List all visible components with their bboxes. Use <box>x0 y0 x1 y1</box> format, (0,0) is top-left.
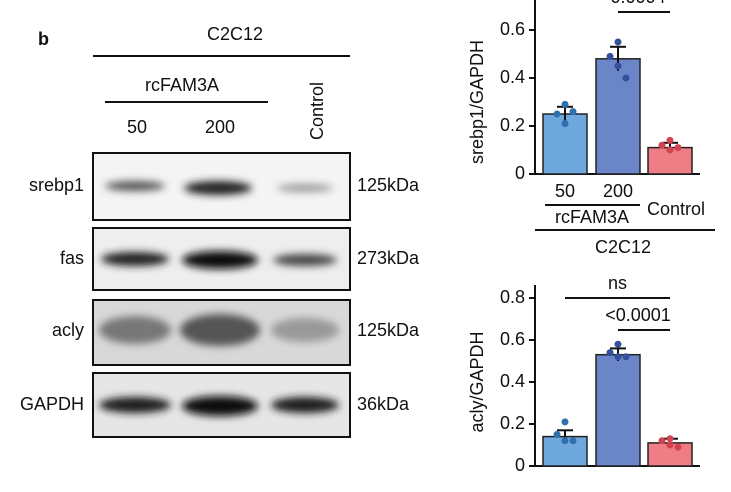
data-point <box>674 443 682 451</box>
treatment: rcFAM3A <box>145 75 219 95</box>
size-label: 36kDa <box>357 394 410 414</box>
y-tick-label: 0.6 <box>500 19 525 39</box>
lane-label: 50 <box>127 117 147 137</box>
cell-line: C2C12 <box>207 24 263 44</box>
y-axis-label: acly/GAPDH <box>467 331 487 432</box>
protein-label: srebp1 <box>29 175 84 195</box>
data-point <box>561 437 569 445</box>
size-label: 125kDa <box>357 175 420 195</box>
cell-line-label: C2C12 <box>595 237 651 257</box>
comparison-label: 0.0004 <box>610 0 665 7</box>
lane-label: 200 <box>205 117 235 137</box>
blot-gapdh <box>92 372 351 438</box>
comparison-label: <0.0001 <box>605 305 671 325</box>
size-label: 273kDa <box>357 248 420 268</box>
data-point <box>569 108 577 116</box>
data-point <box>614 62 622 70</box>
data-point <box>606 52 614 60</box>
data-point <box>614 353 622 361</box>
comparison-label: ns <box>608 273 627 293</box>
data-point <box>666 146 674 154</box>
data-point <box>561 418 569 426</box>
data-point <box>569 437 577 445</box>
y-tick-label: 0 <box>515 455 525 475</box>
blot-fas <box>92 227 351 291</box>
protein-label: fas <box>60 248 84 268</box>
y-tick-label: 0 <box>515 163 525 183</box>
bar <box>595 58 641 175</box>
lane-label: Control <box>307 82 327 140</box>
data-point <box>614 38 622 46</box>
data-point <box>658 141 666 149</box>
data-point <box>674 144 682 152</box>
x-tick-label: Control <box>647 199 705 219</box>
blot-acly <box>92 299 351 366</box>
y-tick-label: 0.4 <box>500 371 525 391</box>
data-point <box>622 353 630 361</box>
data-point <box>614 340 622 348</box>
data-point <box>553 110 561 118</box>
y-axis-label: srebp1/GAPDH <box>467 40 487 164</box>
x-tick-label: 200 <box>603 181 633 201</box>
data-point <box>622 74 630 82</box>
blot-srebp1 <box>92 152 351 221</box>
y-tick-label: 0.8 <box>500 287 525 307</box>
x-tick-label: 50 <box>555 181 575 201</box>
protein-label: GAPDH <box>20 394 84 414</box>
data-point <box>606 349 614 357</box>
y-tick-label: 0.6 <box>500 329 525 349</box>
y-tick-label: 0.2 <box>500 413 525 433</box>
y-tick-label: 0.4 <box>500 67 525 87</box>
panel-label: b <box>38 29 49 49</box>
size-label: 125kDa <box>357 320 420 340</box>
bar <box>595 353 641 467</box>
group-label: rcFAM3A <box>555 207 629 227</box>
data-point <box>553 431 561 438</box>
data-point <box>658 437 666 445</box>
data-point <box>666 441 674 449</box>
data-point <box>666 136 674 144</box>
data-point <box>561 100 569 108</box>
protein-label: acly <box>52 320 84 340</box>
y-tick-label: 0.2 <box>500 115 525 135</box>
data-point <box>561 120 569 128</box>
data-point <box>666 435 674 443</box>
